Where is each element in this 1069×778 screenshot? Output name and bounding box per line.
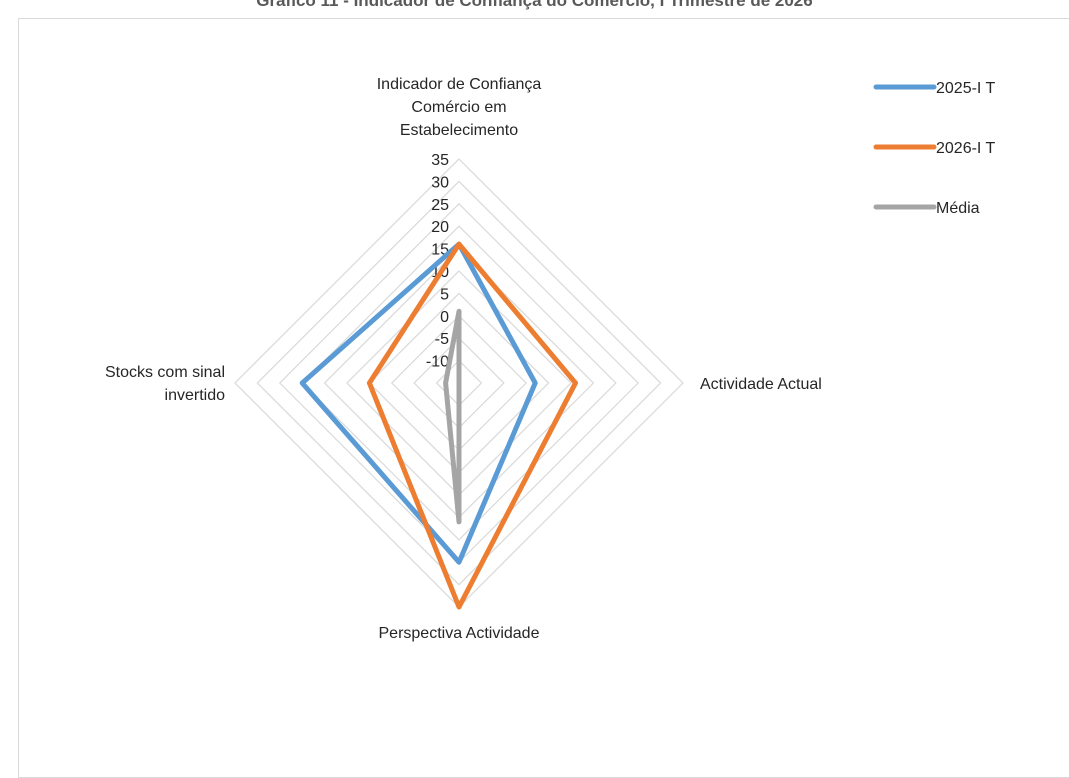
axis-label: Actividade Actual: [700, 376, 822, 393]
radial-tick-label: 5: [440, 286, 449, 303]
legend-label: Média: [936, 200, 980, 217]
legend-label: 2025-I T: [936, 80, 996, 97]
axis-label-line: Comércio em: [411, 99, 506, 116]
axis-label-line: Perspectiva Actividade: [379, 625, 540, 642]
radial-tick-label: 0: [440, 309, 449, 326]
legend-label: 2026-I T: [936, 140, 996, 157]
series-line-m-dia: [443, 308, 462, 525]
series-line-2025-i-t: [299, 241, 538, 565]
axis-label-line: Indicador de Confiança: [377, 76, 542, 93]
radial-tick-label: 20: [431, 219, 449, 236]
axis-label-line: invertido: [165, 387, 226, 404]
axis-label: Perspectiva Actividade: [379, 625, 540, 642]
axis-label: Stocks com sinal invertido: [105, 364, 225, 404]
chart-title: Gráfico 11 - Indicador de Confiança do C…: [256, 0, 813, 10]
axis-labels: Indicador de Confiança Comércio em Estabel…: [105, 76, 822, 642]
axis-label-line: Stocks com sinal: [105, 364, 225, 381]
series-lines: [299, 241, 578, 610]
axis-label: Indicador de Confiança Comércio em Estabel…: [377, 76, 542, 139]
legend: 2025-I T 2026-I T Média: [873, 80, 996, 217]
radial-tick-label: -5: [435, 331, 449, 348]
grid-ring: [301, 225, 617, 541]
radial-tick-label: 30: [431, 174, 449, 191]
radial-tick-label: 25: [431, 197, 449, 214]
axis-label-line: Estabelecimento: [400, 122, 518, 139]
axis-label-line: Actividade Actual: [700, 376, 822, 393]
radial-tick-label: -10: [426, 354, 449, 371]
radial-tick-label: 35: [431, 152, 449, 169]
series-line-2026-i-t: [366, 241, 578, 610]
grid-ring: [256, 180, 662, 586]
